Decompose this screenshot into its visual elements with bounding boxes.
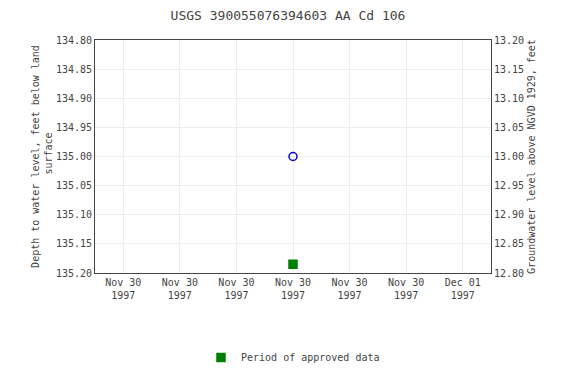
svg-text:13.15: 13.15 [494, 64, 524, 75]
svg-text:12.85: 12.85 [494, 238, 524, 249]
svg-text:134.90: 134.90 [56, 93, 92, 104]
svg-text:12.95: 12.95 [494, 180, 524, 191]
svg-text:USGS 390055076394603 AA Cd 106: USGS 390055076394603 AA Cd 106 [171, 8, 406, 23]
svg-text:134.80: 134.80 [56, 35, 92, 46]
svg-text:Nov 301997: Nov 301997 [332, 277, 368, 301]
svg-text:13.20: 13.20 [494, 35, 524, 46]
svg-text:Depth to water level, feet bel: Depth to water level, feet below land su… [30, 45, 54, 268]
svg-text:13.10: 13.10 [494, 93, 524, 104]
svg-text:Nov 301997: Nov 301997 [275, 277, 311, 301]
svg-text:135.20: 135.20 [56, 268, 92, 279]
svg-text:Nov 301997: Nov 301997 [218, 277, 254, 301]
svg-text:134.95: 134.95 [56, 122, 92, 133]
svg-text:13.05: 13.05 [494, 122, 524, 133]
svg-text:13.00: 13.00 [494, 151, 524, 162]
svg-text:Nov 301997: Nov 301997 [105, 277, 141, 301]
svg-text:Nov 301997: Nov 301997 [162, 277, 198, 301]
svg-text:Dec 011997: Dec 011997 [445, 277, 481, 301]
svg-text:135.00: 135.00 [56, 151, 92, 162]
svg-text:134.85: 134.85 [56, 64, 92, 75]
svg-text:135.10: 135.10 [56, 209, 92, 220]
svg-text:12.80: 12.80 [494, 268, 524, 279]
svg-text:12.90: 12.90 [494, 209, 524, 220]
svg-text:135.15: 135.15 [56, 238, 92, 249]
svg-text:Groundwater level above NGVD 1: Groundwater level above NGVD 1929, feet [526, 39, 537, 274]
svg-text:135.05: 135.05 [56, 180, 92, 191]
svg-text:Period of approved data: Period of approved data [241, 352, 379, 363]
svg-text:Nov 301997: Nov 301997 [388, 277, 424, 301]
